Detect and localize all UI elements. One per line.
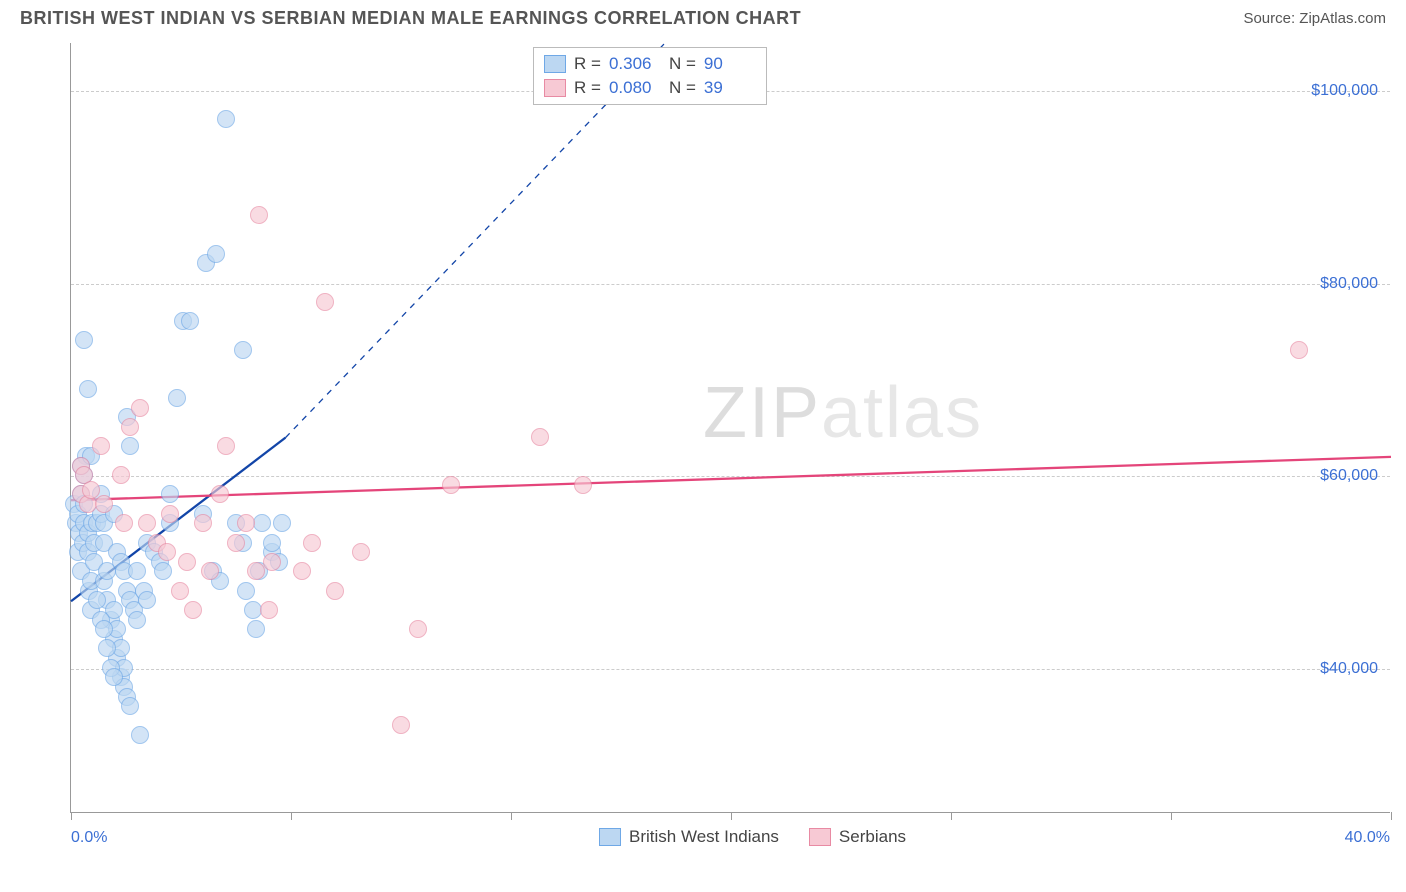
series-swatch [544, 55, 566, 73]
x-tick [1391, 812, 1392, 820]
data-point [253, 514, 271, 532]
data-point [273, 514, 291, 532]
data-point [217, 437, 235, 455]
data-point [105, 668, 123, 686]
data-point [211, 485, 229, 503]
series-legend: British West Indians Serbians [599, 827, 906, 847]
data-point [409, 620, 427, 638]
data-point [1290, 341, 1308, 359]
data-point [237, 514, 255, 532]
stats-row: R = 0.080 N = 39 [544, 76, 756, 100]
data-point [154, 562, 172, 580]
data-point [293, 562, 311, 580]
legend-label: British West Indians [629, 827, 779, 847]
legend-swatch [599, 828, 621, 846]
data-point [131, 399, 149, 417]
data-point [95, 495, 113, 513]
data-point [121, 418, 139, 436]
plot-area: $40,000$60,000$80,000$100,0000.0%40.0%ZI… [70, 43, 1390, 813]
data-point [263, 553, 281, 571]
data-point [82, 481, 100, 499]
x-tick [511, 812, 512, 820]
data-point [75, 331, 93, 349]
data-point [201, 562, 219, 580]
data-point [326, 582, 344, 600]
data-point [128, 562, 146, 580]
data-point [442, 476, 460, 494]
trend-layer [71, 43, 1391, 813]
legend-item: Serbians [809, 827, 906, 847]
x-tick [1171, 812, 1172, 820]
data-point [194, 514, 212, 532]
data-point [250, 206, 268, 224]
data-point [184, 601, 202, 619]
n-label: N = [669, 54, 696, 74]
n-value: 39 [704, 78, 756, 98]
x-tick [731, 812, 732, 820]
data-point [263, 534, 281, 552]
x-tick [71, 812, 72, 820]
legend-swatch [809, 828, 831, 846]
stats-row: R = 0.306 N = 90 [544, 52, 756, 76]
data-point [316, 293, 334, 311]
data-point [95, 620, 113, 638]
data-point [112, 466, 130, 484]
r-value: 0.080 [609, 78, 661, 98]
data-point [303, 534, 321, 552]
data-point [92, 437, 110, 455]
data-point [128, 611, 146, 629]
data-point [121, 697, 139, 715]
x-axis-min-label: 0.0% [71, 829, 107, 847]
legend-label: Serbians [839, 827, 906, 847]
data-point [244, 601, 262, 619]
series-swatch [544, 79, 566, 97]
data-point [121, 437, 139, 455]
data-point [237, 582, 255, 600]
n-value: 90 [704, 54, 756, 74]
data-point [98, 639, 116, 657]
data-point [178, 553, 196, 571]
data-point [531, 428, 549, 446]
data-point [138, 591, 156, 609]
data-point [227, 534, 245, 552]
r-label: R = [574, 78, 601, 98]
data-point [207, 245, 225, 263]
data-point [158, 543, 176, 561]
data-point [115, 514, 133, 532]
data-point [168, 389, 186, 407]
chart-title: BRITISH WEST INDIAN VS SERBIAN MEDIAN MA… [20, 8, 801, 29]
data-point [79, 380, 97, 398]
data-point [574, 476, 592, 494]
data-point [181, 312, 199, 330]
data-point [88, 591, 106, 609]
data-point [131, 726, 149, 744]
data-point [171, 582, 189, 600]
data-point [161, 505, 179, 523]
data-point [247, 620, 265, 638]
data-point [217, 110, 235, 128]
x-tick [951, 812, 952, 820]
trend-line [71, 457, 1391, 500]
source-attribution: Source: ZipAtlas.com [1243, 10, 1386, 27]
r-value: 0.306 [609, 54, 661, 74]
data-point [247, 562, 265, 580]
data-point [392, 716, 410, 734]
data-point [352, 543, 370, 561]
data-point [161, 485, 179, 503]
data-point [234, 341, 252, 359]
legend-item: British West Indians [599, 827, 779, 847]
x-axis-max-label: 40.0% [1345, 829, 1390, 847]
r-label: R = [574, 54, 601, 74]
n-label: N = [669, 78, 696, 98]
data-point [260, 601, 278, 619]
data-point [138, 514, 156, 532]
x-tick [291, 812, 292, 820]
correlation-stats-box: R = 0.306 N = 90 R = 0.080 N = 39 [533, 47, 767, 105]
